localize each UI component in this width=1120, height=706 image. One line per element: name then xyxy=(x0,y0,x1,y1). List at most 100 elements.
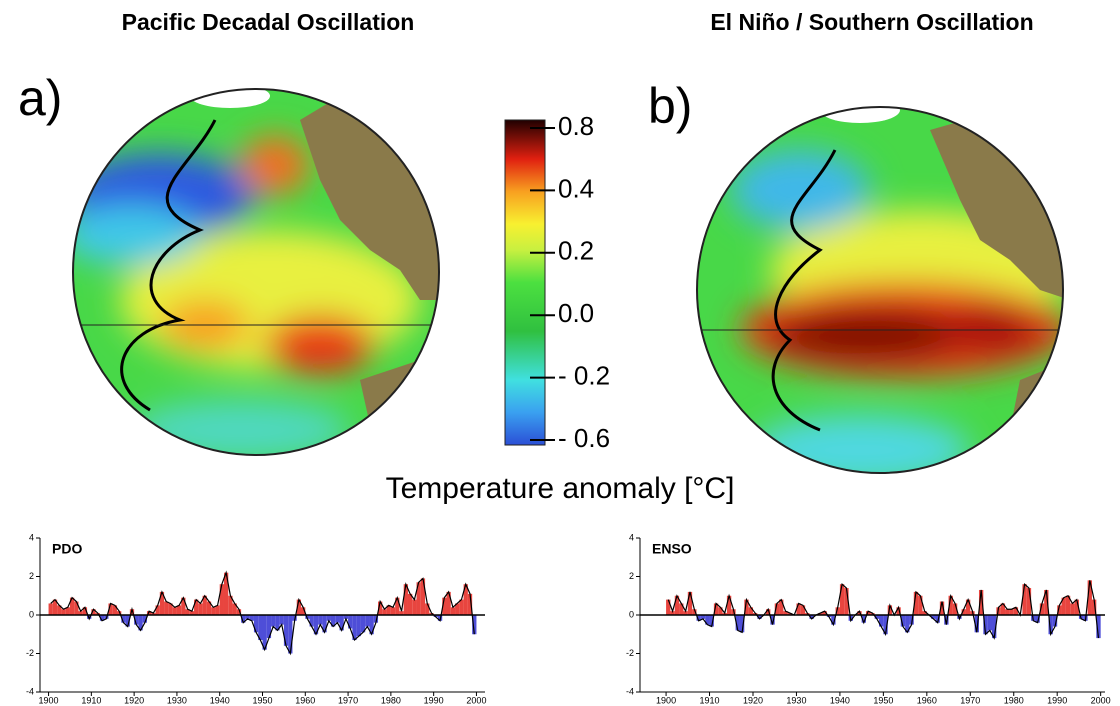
bar xyxy=(91,609,96,615)
x-tick-label: 1980 xyxy=(1004,695,1024,705)
bar xyxy=(236,609,242,615)
bar xyxy=(1065,595,1071,615)
bar xyxy=(883,615,888,635)
bar xyxy=(796,603,801,615)
bar xyxy=(395,597,400,615)
bar xyxy=(666,599,671,615)
bar xyxy=(99,615,105,621)
bar xyxy=(670,611,675,615)
bar xyxy=(922,611,927,615)
bar xyxy=(373,615,379,623)
bar xyxy=(185,609,190,615)
bar xyxy=(1009,609,1014,615)
bar xyxy=(1048,615,1053,635)
bar xyxy=(181,597,186,615)
bar xyxy=(399,611,404,615)
bar xyxy=(134,615,139,625)
bar xyxy=(275,615,280,631)
bar xyxy=(164,601,169,615)
bar xyxy=(245,615,250,619)
x-tick-label: 2000 xyxy=(466,695,486,705)
y-tick-label: -4 xyxy=(26,686,34,696)
bar xyxy=(459,599,464,615)
x-tick-label: 1920 xyxy=(743,695,763,705)
bar xyxy=(1044,589,1049,615)
bar xyxy=(835,607,840,615)
panel-label: a) xyxy=(18,70,62,126)
colorbar-tick-label: 0.0 xyxy=(558,298,594,328)
bar xyxy=(206,601,212,615)
series-line xyxy=(50,570,475,656)
bar xyxy=(87,615,92,619)
bar xyxy=(1039,603,1045,615)
bar xyxy=(739,615,745,633)
colorbar-title: Temperature anomaly [°C] xyxy=(386,472,735,505)
bar xyxy=(82,607,88,615)
bar xyxy=(467,593,473,615)
bar xyxy=(931,615,936,619)
bar xyxy=(433,615,438,617)
globe-outline xyxy=(696,106,1064,474)
bar xyxy=(215,605,220,615)
bar xyxy=(1005,609,1010,615)
colorbar-tick-label: - 0.2 xyxy=(558,360,610,390)
x-tick-label: 1940 xyxy=(830,695,850,705)
bar xyxy=(450,607,456,615)
bar xyxy=(865,611,871,615)
bar xyxy=(288,615,293,654)
y-tick-label: 0 xyxy=(629,609,634,619)
bar xyxy=(1070,603,1075,615)
bar xyxy=(1057,605,1062,615)
bar xyxy=(326,615,331,621)
bar xyxy=(944,615,949,625)
bar xyxy=(211,607,216,615)
x-tick-label: 1990 xyxy=(1047,695,1067,705)
bar xyxy=(809,615,814,619)
bar xyxy=(365,615,370,627)
bar xyxy=(360,615,366,633)
bar xyxy=(202,595,207,615)
bar xyxy=(783,611,788,615)
bar xyxy=(896,607,901,615)
bar xyxy=(1026,588,1032,615)
y-tick-label: -2 xyxy=(26,648,34,658)
bar xyxy=(253,615,259,633)
x-tick-label: 1930 xyxy=(167,695,187,705)
series-line xyxy=(667,580,1100,640)
bar xyxy=(429,613,434,615)
bar xyxy=(412,599,417,615)
bar xyxy=(125,615,130,627)
x-tick-label: 1920 xyxy=(124,695,144,705)
bar xyxy=(935,615,940,623)
bar xyxy=(1022,584,1027,615)
bar xyxy=(335,615,340,623)
bar xyxy=(442,597,447,615)
bar xyxy=(992,615,997,639)
x-tick-label: 1970 xyxy=(338,695,358,705)
bar xyxy=(416,582,421,615)
bar xyxy=(844,588,849,615)
bar xyxy=(692,609,697,615)
panel-title: Pacific Decadal Oscillation xyxy=(122,9,415,35)
bar xyxy=(318,615,323,625)
bar xyxy=(696,615,701,621)
x-tick-label: 1910 xyxy=(81,695,101,705)
y-tick-label: 4 xyxy=(629,532,634,542)
bar xyxy=(283,615,289,646)
bar xyxy=(57,605,62,615)
bar xyxy=(330,615,336,627)
bar xyxy=(965,599,971,615)
bar xyxy=(718,607,723,615)
colorbar-tick-label: 0.4 xyxy=(558,173,594,203)
bar xyxy=(705,615,710,625)
series-label: ENSO xyxy=(652,541,692,557)
x-tick-label: 1990 xyxy=(424,695,444,705)
bar xyxy=(146,611,152,615)
bar xyxy=(228,595,233,615)
bar xyxy=(879,615,884,627)
bar xyxy=(987,615,993,631)
bar xyxy=(189,611,195,615)
bar xyxy=(446,591,451,615)
bar xyxy=(831,615,836,625)
